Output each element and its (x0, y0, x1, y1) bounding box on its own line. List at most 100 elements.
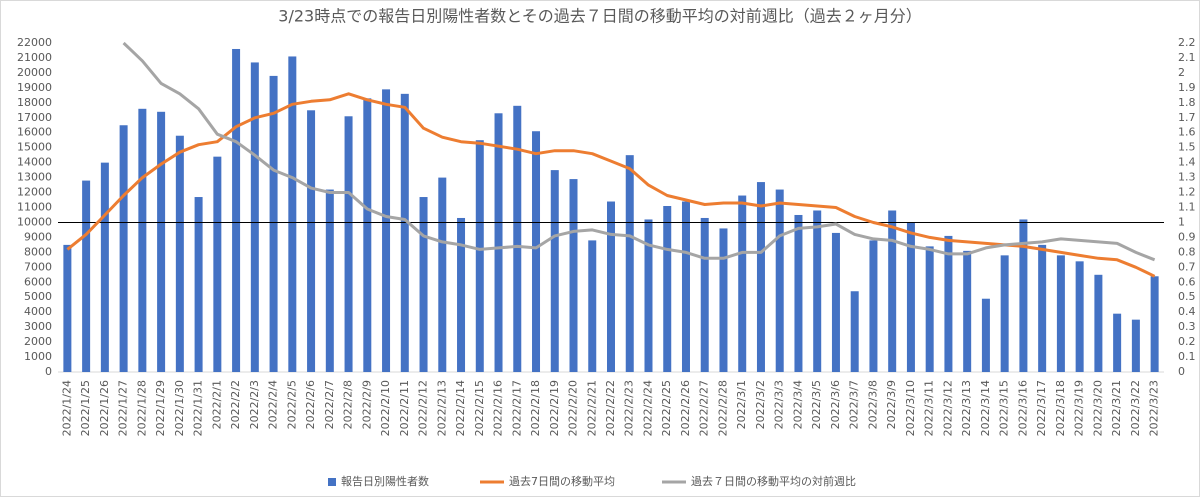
x-tick-label: 2022/3/7 (848, 380, 861, 429)
x-tick-label: 2022/3/13 (960, 380, 973, 436)
x-tick-label: 2022/2/4 (267, 380, 280, 429)
y-tick-label: 13000 (17, 171, 52, 184)
x-tick-label: 2022/3/6 (829, 380, 842, 429)
bar (963, 250, 972, 372)
y-tick-label: 19000 (17, 81, 52, 94)
x-tick-label: 2022/2/3 (248, 380, 261, 429)
x-tick-label: 2022/2/27 (698, 380, 711, 436)
bar (944, 235, 953, 372)
x-tick-label: 2022/2/28 (716, 380, 729, 436)
bar (981, 298, 990, 372)
y-tick-label: 14000 (17, 156, 52, 169)
x-tick-label: 2022/3/17 (1035, 380, 1048, 436)
x-tick-label: 2022/2/24 (641, 380, 654, 436)
bar (1038, 244, 1047, 372)
y2-tick-label: 1.7 (1178, 111, 1196, 124)
bar (288, 56, 297, 372)
y2-tick-label: 1.2 (1178, 186, 1196, 199)
y-tick-label: 15000 (17, 141, 52, 154)
bar (681, 201, 690, 372)
x-tick-label: 2022/3/11 (923, 380, 936, 436)
x-tick-label: 2022/1/27 (117, 380, 130, 436)
x-tick-label: 2022/2/18 (529, 380, 542, 436)
x-tick-label: 2022/3/3 (773, 380, 786, 429)
bar (175, 135, 184, 372)
y-tick-label: 2000 (24, 335, 52, 348)
y-tick-label: 9000 (24, 230, 52, 243)
x-tick-label: 2022/3/15 (998, 380, 1011, 436)
bar (794, 214, 803, 372)
bar (157, 111, 166, 373)
x-tick-label: 2022/3/8 (866, 380, 879, 429)
x-tick-label: 2022/2/8 (342, 380, 355, 429)
y2-tick-label: 1.5 (1178, 141, 1196, 154)
y-tick-label: 5000 (24, 290, 52, 303)
x-tick-label: 2022/3/5 (810, 380, 823, 429)
bar (850, 291, 859, 372)
x-tick-label: 2022/3/21 (1110, 380, 1123, 436)
y-tick-label: 21000 (17, 51, 52, 64)
bar (419, 197, 428, 372)
y2-tick-label: 0.2 (1178, 335, 1196, 348)
x-tick-label: 2022/2/15 (473, 380, 486, 436)
bar (494, 113, 503, 372)
x-tick-label: 2022/2/19 (548, 380, 561, 436)
x-tick-label: 2022/2/14 (454, 380, 467, 436)
bar (438, 177, 447, 372)
bar (644, 219, 653, 372)
bar (775, 189, 784, 372)
bar (307, 110, 316, 372)
bar (550, 170, 559, 372)
y-tick-label: 18000 (17, 96, 52, 109)
bar (663, 206, 672, 372)
bar (250, 62, 259, 372)
bar (457, 217, 466, 372)
x-tick-label: 2022/3/20 (1091, 380, 1104, 436)
x-tick-label: 2022/2/5 (285, 380, 298, 429)
x-tick-label: 2022/3/23 (1148, 380, 1161, 436)
y2-tick-label: 0.5 (1178, 290, 1196, 303)
x-tick-label: 2022/2/21 (585, 380, 598, 436)
y2-tick-label: 1.9 (1178, 81, 1196, 94)
x-tick-label: 2022/3/4 (791, 380, 804, 429)
x-tick-label: 2022/2/22 (604, 380, 617, 436)
bar (213, 156, 222, 372)
bar (1094, 274, 1103, 372)
bar (888, 210, 897, 372)
bar (869, 240, 878, 372)
y2-tick-label: 0.1 (1178, 350, 1196, 363)
y2-tick-label: 2.2 (1178, 36, 1196, 49)
bar (738, 195, 747, 372)
x-tick-label: 2022/2/12 (417, 380, 430, 436)
x-tick-label: 2022/3/9 (885, 380, 898, 429)
y-tick-label: 20000 (17, 66, 52, 79)
y-tick-label: 0 (45, 365, 52, 378)
bar (363, 98, 372, 372)
x-tick-label: 2022/1/28 (135, 380, 148, 436)
x-tick-label: 2022/3/19 (1073, 380, 1086, 436)
y2-tick-label: 0.8 (1178, 245, 1196, 258)
y2-tick-label: 2.1 (1178, 51, 1196, 64)
bar (719, 228, 728, 372)
x-tick-label: 2022/2/23 (623, 380, 636, 436)
bar (400, 93, 409, 372)
y-tick-label: 22000 (17, 36, 52, 49)
x-tick-label: 2022/2/17 (510, 380, 523, 436)
x-tick-label: 2022/2/11 (398, 380, 411, 436)
y-tick-label: 4000 (24, 305, 52, 318)
bar (569, 179, 578, 372)
y2-tick-label: 1.1 (1178, 201, 1196, 214)
bar (382, 89, 391, 372)
legend-label: 過去７日間の移動平均の対前週比 (691, 474, 856, 488)
bar (1075, 261, 1084, 372)
bar (756, 182, 765, 372)
bar (831, 232, 840, 372)
bar (63, 244, 72, 372)
x-tick-label: 2022/2/20 (567, 380, 580, 436)
x-tick-label: 2022/2/9 (360, 380, 373, 429)
y-tick-label: 1000 (24, 350, 52, 363)
y-tick-label: 8000 (24, 245, 52, 258)
bar (1131, 319, 1140, 372)
bar (82, 180, 91, 372)
bar (119, 125, 128, 372)
